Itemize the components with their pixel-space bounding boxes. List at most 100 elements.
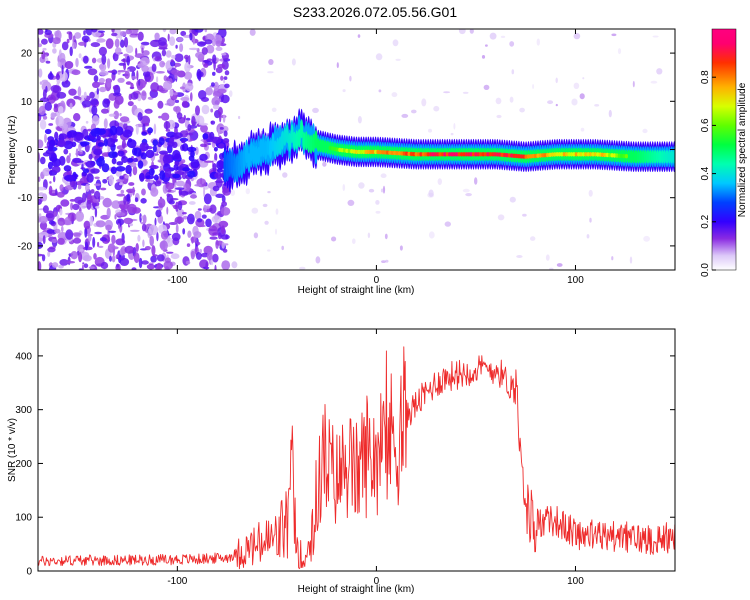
noise-blob (169, 29, 177, 35)
noise-blob (428, 231, 435, 239)
noise-blob (41, 254, 46, 262)
noise-blob (411, 109, 417, 114)
track-cell (304, 131, 308, 151)
noise-blob (59, 208, 63, 216)
noise-blob (73, 113, 81, 122)
noise-blob (152, 254, 158, 257)
track-core (407, 151, 411, 157)
track-cell (254, 145, 258, 165)
noise-blob (90, 128, 101, 137)
noise-blob (204, 39, 213, 45)
track-core (388, 150, 392, 155)
noise-blob (159, 240, 168, 251)
noise-blob (51, 165, 61, 173)
noise-blob (215, 46, 223, 52)
track-core (584, 152, 588, 157)
track-cell (240, 149, 244, 169)
noise-blob (188, 155, 195, 162)
noise-blob (85, 120, 89, 124)
noise-blob (141, 131, 148, 136)
noise-blob (51, 262, 59, 268)
noise-blob (205, 261, 208, 270)
noise-blob (147, 180, 152, 183)
noise-blob (185, 82, 194, 92)
track-core (440, 152, 445, 157)
noise-blob (124, 245, 135, 254)
track-core (612, 153, 617, 158)
noise-blob (150, 82, 160, 93)
track-cell (249, 142, 253, 162)
noise-blob (167, 33, 170, 42)
track-cell (321, 139, 325, 153)
noise-blob (291, 58, 296, 66)
noise-blob (89, 91, 95, 99)
track-core (333, 146, 337, 152)
noise-blob (509, 96, 514, 103)
track-core (620, 153, 624, 159)
track-core (608, 153, 612, 158)
noise-blob (38, 105, 46, 116)
noise-blob (66, 260, 76, 264)
noise-blob (221, 201, 228, 207)
track-core (457, 152, 461, 157)
noise-blob (201, 47, 208, 55)
track-core (605, 152, 609, 158)
noise-blob (203, 36, 206, 40)
noise-blob (127, 157, 134, 163)
noise-blob (183, 114, 186, 121)
noise-blob (229, 90, 233, 97)
noise-blob (101, 54, 107, 65)
noise-blob (132, 207, 141, 214)
noise-blob (200, 143, 207, 148)
track-core (579, 152, 583, 157)
track-cell (663, 150, 667, 164)
noise-blob (45, 85, 48, 94)
noise-blob (137, 31, 144, 41)
noise-blob (112, 247, 116, 257)
noise-blob (196, 68, 202, 80)
noise-blob (130, 82, 134, 90)
noise-blob (140, 115, 151, 126)
track-core (445, 152, 449, 157)
noise-blob (72, 41, 77, 49)
noise-blob (148, 168, 155, 176)
noise-blob (184, 71, 193, 80)
noise-blob (49, 96, 54, 100)
noise-blob (215, 240, 224, 246)
noise-blob (384, 233, 388, 240)
noise-blob (84, 227, 88, 238)
noise-blob (99, 86, 107, 93)
noise-blob (110, 166, 117, 175)
noise-blob (49, 181, 52, 184)
noise-blob (78, 96, 82, 101)
noise-blob (82, 168, 90, 173)
x-tick-label: 0 (374, 576, 380, 587)
noise-blob (55, 115, 65, 127)
noise-blob (128, 182, 135, 186)
noise-blob (367, 232, 371, 239)
track-core (569, 152, 574, 157)
track-core (596, 152, 600, 157)
noise-blob (267, 71, 274, 74)
noise-blob (93, 148, 103, 155)
noise-blob (138, 79, 141, 86)
noise-blob (380, 188, 384, 193)
noise-blob (174, 99, 180, 103)
track-cell (297, 128, 301, 148)
noise-blob (545, 254, 550, 261)
noise-blob (84, 241, 89, 251)
noise-blob (197, 41, 206, 47)
noise-blob (485, 44, 488, 47)
noise-blob (215, 177, 223, 188)
noise-blob (180, 30, 187, 37)
noise-blob (180, 159, 186, 164)
noise-blob (197, 208, 202, 211)
noise-blob (99, 237, 107, 242)
track-core (421, 152, 425, 157)
noise-blob (38, 139, 44, 149)
noise-blob (519, 107, 525, 113)
noise-blob (97, 241, 100, 248)
noise-blob (522, 213, 527, 217)
noise-blob (134, 53, 145, 59)
noise-blob (80, 141, 88, 147)
